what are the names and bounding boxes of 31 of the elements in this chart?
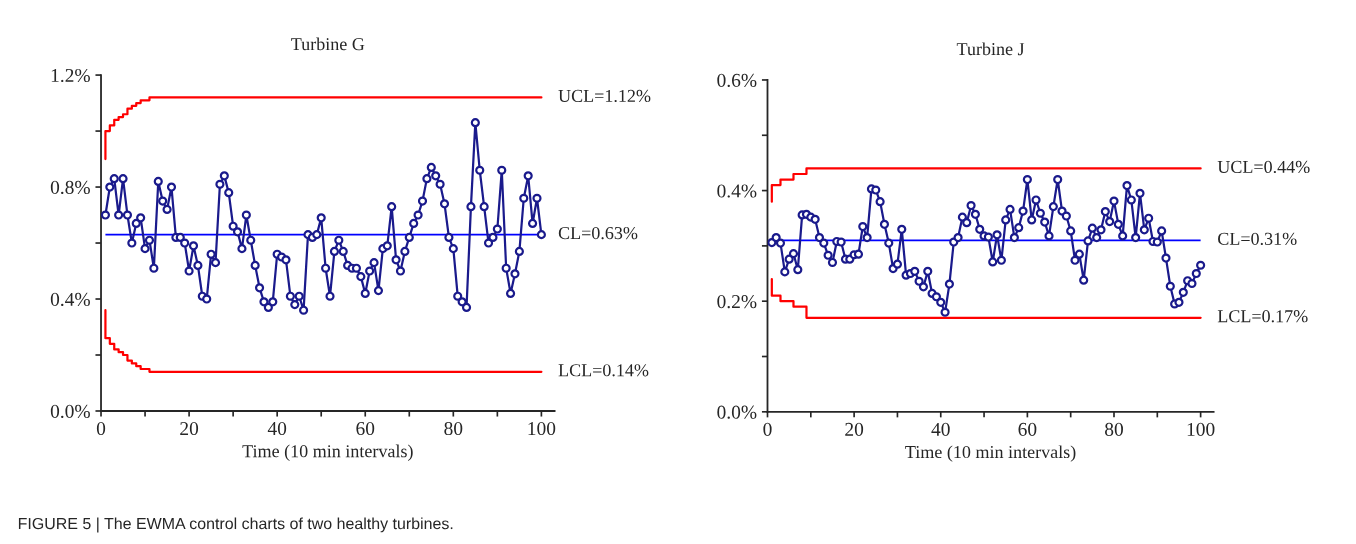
x-tick-label: 0: [96, 421, 106, 436]
x-tick-label: 100: [528, 421, 556, 436]
x-tick-label: 80: [444, 421, 463, 436]
ref-line-label: CL=0.63%: [558, 226, 638, 240]
y-tick-label: 0.0%: [50, 404, 90, 419]
y-tick-label: 0.8%: [50, 180, 90, 195]
x-tick-label: 40: [267, 421, 287, 436]
y-tick-label: 0.4%: [717, 184, 757, 198]
series-label: LCL=0.17%: [1217, 310, 1308, 323]
caption: FIGURE 5 | The EWMA control charts of two healthy turbines.: [18, 517, 453, 533]
chart-title: Turbine G: [291, 37, 365, 51]
ref-line-label: CL=0.31%: [1218, 232, 1297, 245]
series-label: UCL=1.12%: [558, 89, 651, 103]
x-tick-label: 20: [180, 421, 199, 436]
y-tick-label: 0.6%: [717, 73, 757, 87]
x-tick-label: 80: [1105, 422, 1123, 436]
x-tick-label: 40: [931, 422, 950, 436]
x-tick-label: 60: [1018, 422, 1037, 436]
y-tick-label: 1.2%: [51, 68, 90, 83]
chart-title: Turbine J: [956, 42, 1025, 56]
y-tick-label: 0.4%: [50, 292, 90, 307]
x-tick-label: 60: [356, 421, 375, 436]
y-tick-label: 0.0%: [717, 405, 757, 419]
x-tick-label: 0: [763, 422, 772, 436]
x-axis-title: Time (10 min intervals): [905, 445, 1076, 462]
x-tick-label: 20: [845, 422, 864, 436]
x-axis-title: Time (10 min intervals): [242, 444, 413, 461]
series-label: UCL=0.44%: [1217, 160, 1310, 174]
y-tick-label: 0.2%: [717, 295, 757, 309]
series-label: LCL=0.14%: [558, 364, 649, 377]
x-tick-label: 100: [1187, 422, 1215, 436]
